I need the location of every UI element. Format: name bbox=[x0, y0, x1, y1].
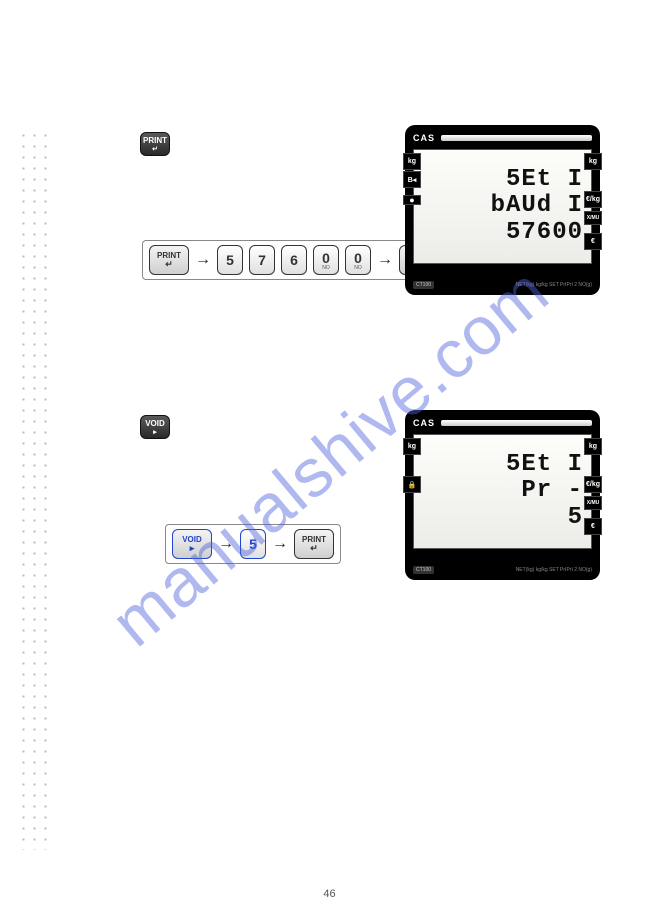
dotted-sidebar bbox=[18, 130, 52, 850]
digit-key[interactable]: 5 bbox=[217, 245, 243, 275]
arrow-icon: → bbox=[218, 535, 234, 553]
arrow-icon: → bbox=[272, 535, 288, 553]
keyseq-pr: VOID ▸ → 5 → PRINT ↵ bbox=[165, 524, 341, 564]
lcd-screen: 5Et I Pr - 5 bbox=[413, 434, 592, 549]
eur-button[interactable]: € bbox=[584, 518, 602, 535]
eurkg-button[interactable]: €/kg bbox=[584, 191, 602, 208]
enter-icon: ↵ bbox=[310, 544, 318, 553]
brand-label: CAS bbox=[413, 133, 435, 143]
back-label: B◂ bbox=[408, 176, 417, 184]
play-icon: ▸ bbox=[141, 429, 169, 437]
model-badge: CT100 bbox=[413, 566, 434, 574]
digit-key[interactable]: 6 bbox=[281, 245, 307, 275]
eur-label: € bbox=[591, 523, 595, 530]
brand-bar bbox=[441, 420, 592, 426]
xmu-button[interactable]: X/MU bbox=[584, 496, 602, 510]
footer-text: NET(kg) kg/kg SET PrIPrI 2 NO(g) bbox=[516, 567, 592, 573]
dot-indicator: ● bbox=[403, 195, 421, 205]
void-button[interactable]: VOID ▸ bbox=[172, 529, 212, 559]
print-mini-button[interactable]: PRINT ↵ bbox=[140, 132, 170, 156]
section-baud: PRINT ↵ bbox=[140, 132, 170, 156]
eurkg-label: €/kg bbox=[586, 481, 600, 488]
digit-label: 0 bbox=[354, 250, 362, 266]
void-mini-label: VOID bbox=[145, 419, 165, 428]
eur-label: € bbox=[591, 238, 595, 245]
digit-key[interactable]: 0NO bbox=[313, 245, 339, 275]
lcd-line-2: bAUd I bbox=[491, 193, 583, 219]
back-icon[interactable]: B◂ bbox=[403, 171, 421, 188]
digit-key[interactable]: 7 bbox=[249, 245, 275, 275]
dot-label: ● bbox=[409, 195, 414, 205]
page-number: 46 bbox=[323, 888, 335, 900]
model-badge: CT100 bbox=[413, 281, 434, 289]
enter-icon: ↵ bbox=[165, 260, 173, 269]
brand-bar bbox=[441, 135, 592, 141]
kg-label: kg bbox=[589, 158, 597, 165]
digit-label: 7 bbox=[258, 252, 266, 268]
section-pr: VOID ▸ bbox=[140, 415, 170, 439]
kg-label: kg bbox=[408, 443, 416, 450]
device-brand-row: CAS bbox=[413, 418, 592, 428]
kg-button[interactable]: kg bbox=[584, 438, 602, 455]
brand-label: CAS bbox=[413, 418, 435, 428]
play-icon: ▸ bbox=[190, 544, 195, 553]
digit-key[interactable]: 0NO bbox=[345, 245, 371, 275]
print-button[interactable]: PRINT ↵ bbox=[294, 529, 334, 559]
device-footer: CT100 NET(kg) kg/kg SET PrIPrI 2 NO(g) bbox=[413, 564, 592, 576]
void-mini-button[interactable]: VOID ▸ bbox=[140, 415, 170, 439]
digit-label: 5 bbox=[249, 536, 257, 552]
keyseq-baud: PRINT ↵ → 5 7 6 0NO 0NO → PRINT ↵ bbox=[142, 240, 446, 280]
arrow-icon: → bbox=[195, 251, 211, 269]
kg-label: kg bbox=[589, 443, 597, 450]
kg-button[interactable]: kg bbox=[403, 438, 421, 455]
lcd-line-3: 5 bbox=[568, 505, 583, 531]
scale-display-baud: CAS 5Et I bAUd I 57600 B◂ kg ● kg €/kg X… bbox=[405, 125, 600, 295]
eurkg-button[interactable]: €/kg bbox=[584, 476, 602, 493]
xmu-button[interactable]: X/MU bbox=[584, 211, 602, 225]
digit-key[interactable]: 5 bbox=[240, 529, 266, 559]
device-brand-row: CAS bbox=[413, 133, 592, 143]
digit-sub: NO bbox=[322, 266, 330, 271]
kg-label: kg bbox=[408, 158, 416, 165]
lock-icon: 🔒 bbox=[403, 476, 421, 493]
lock-label: 🔒 bbox=[408, 481, 417, 489]
kg-button[interactable]: kg bbox=[584, 153, 602, 170]
device-footer: CT100 NET(kg) kg/kg SET PrIPrI 2 NO(g) bbox=[413, 279, 592, 291]
lcd-line-1: 5Et I bbox=[506, 452, 583, 478]
digit-label: 5 bbox=[226, 252, 234, 268]
eur-button[interactable]: € bbox=[584, 233, 602, 250]
xmu-label: X/MU bbox=[587, 215, 600, 221]
scale-display-pr: CAS 5Et I Pr - 5 kg 🔒 kg €/kg X/MU € CT1… bbox=[405, 410, 600, 580]
xmu-label: X/MU bbox=[587, 500, 600, 506]
digit-sub: NO bbox=[354, 266, 362, 271]
lcd-screen: 5Et I bAUd I 57600 bbox=[413, 149, 592, 264]
digit-label: 0 bbox=[322, 250, 330, 266]
arrow-icon: → bbox=[377, 251, 393, 269]
lcd-line-3: 57600 bbox=[506, 220, 583, 246]
eurkg-label: €/kg bbox=[586, 196, 600, 203]
footer-text: NET(kg) kg/kg SET PrIPrI 2 NO(g) bbox=[516, 282, 592, 288]
digit-label: 6 bbox=[290, 252, 298, 268]
print-button[interactable]: PRINT ↵ bbox=[149, 245, 189, 275]
enter-icon: ↵ bbox=[141, 146, 169, 154]
lcd-line-2: Pr - bbox=[521, 478, 583, 504]
kg-button[interactable]: kg bbox=[403, 153, 421, 170]
print-mini-label: PRINT bbox=[143, 136, 167, 145]
lcd-line-1: 5Et I bbox=[506, 167, 583, 193]
